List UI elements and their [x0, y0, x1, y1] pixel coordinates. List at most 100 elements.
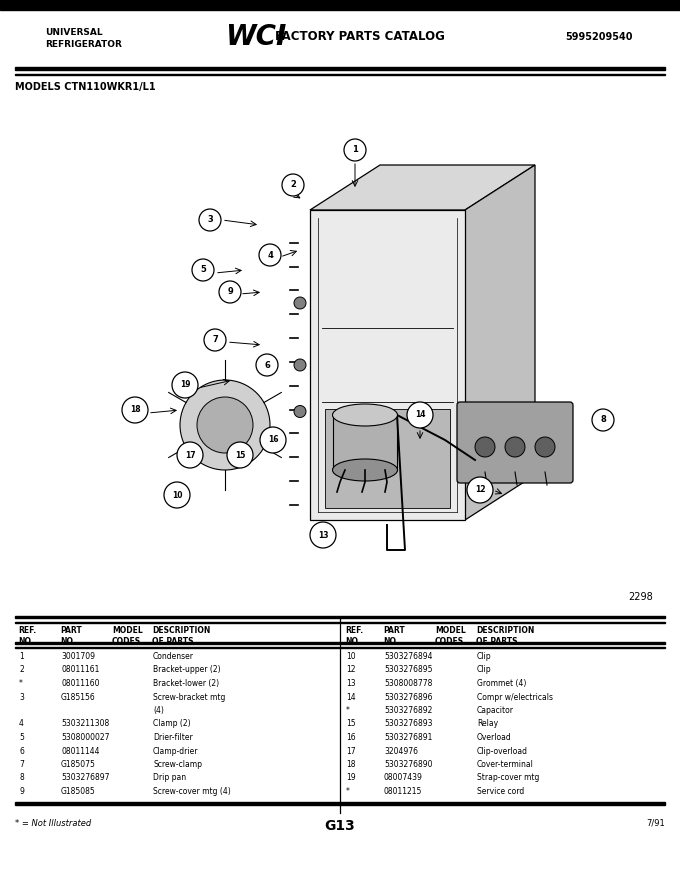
Text: 6: 6: [19, 746, 24, 756]
Bar: [15, 642, 665, 644]
Text: REFRIGERATOR: REFRIGERATOR: [45, 40, 122, 49]
Text: 18: 18: [130, 406, 140, 415]
Text: 7: 7: [19, 760, 24, 769]
Text: 5308000027: 5308000027: [61, 733, 109, 742]
Text: FACTORY PARTS CATALOG: FACTORY PARTS CATALOG: [275, 30, 445, 43]
Bar: [325, 408, 450, 508]
Text: 10: 10: [172, 490, 182, 499]
Text: Relay: Relay: [477, 720, 498, 729]
Text: 5: 5: [19, 733, 24, 742]
Circle shape: [505, 437, 525, 457]
Text: *: *: [346, 706, 350, 715]
Text: 08011161: 08011161: [61, 666, 99, 675]
Text: Screw-clamp: Screw-clamp: [153, 760, 202, 769]
Circle shape: [180, 380, 270, 470]
Text: 5308008778: 5308008778: [384, 679, 432, 688]
Text: Capacitor: Capacitor: [477, 706, 514, 715]
Text: 5303276892: 5303276892: [384, 706, 432, 715]
Text: DESCRIPTION
OF PARTS: DESCRIPTION OF PARTS: [152, 626, 210, 647]
Text: G185075: G185075: [61, 760, 96, 769]
Text: 5303276896: 5303276896: [384, 692, 432, 701]
Circle shape: [204, 329, 226, 351]
Circle shape: [294, 406, 306, 417]
Text: 08007439: 08007439: [384, 774, 423, 782]
Bar: [333, 415, 397, 470]
Text: 7/91: 7/91: [646, 818, 665, 827]
Text: 8: 8: [19, 774, 24, 782]
Text: 5303276895: 5303276895: [384, 666, 432, 675]
Text: Drier-filter: Drier-filter: [153, 733, 192, 742]
Circle shape: [310, 522, 336, 548]
Text: WCI: WCI: [225, 23, 286, 51]
Text: 13: 13: [346, 679, 356, 688]
Text: PART
NO.: PART NO.: [383, 626, 405, 647]
Text: 12: 12: [346, 666, 356, 675]
Text: 19: 19: [346, 774, 356, 782]
Text: 16: 16: [346, 733, 356, 742]
Text: REF.
NO.: REF. NO.: [18, 626, 36, 647]
Circle shape: [259, 244, 281, 266]
Text: Clamp (2): Clamp (2): [153, 720, 190, 729]
Text: Cover-terminal: Cover-terminal: [477, 760, 534, 769]
Polygon shape: [465, 165, 535, 520]
Text: Grommet (4): Grommet (4): [477, 679, 526, 688]
Text: Clip: Clip: [477, 666, 492, 675]
Circle shape: [407, 402, 433, 428]
Bar: [15, 802, 665, 804]
Text: 4: 4: [19, 720, 24, 729]
Text: 5303276893: 5303276893: [384, 720, 432, 729]
Text: 8: 8: [600, 415, 606, 424]
Circle shape: [172, 372, 198, 398]
Circle shape: [122, 397, 148, 423]
Text: G185085: G185085: [61, 787, 96, 796]
Text: 08011144: 08011144: [61, 746, 99, 756]
Text: 1: 1: [19, 652, 24, 661]
Text: Bracket-upper (2): Bracket-upper (2): [153, 666, 220, 675]
Text: * = Not Illustrated: * = Not Illustrated: [15, 818, 91, 827]
Text: 14: 14: [346, 692, 356, 701]
Text: 5303276897: 5303276897: [61, 774, 109, 782]
Text: 3: 3: [19, 692, 24, 701]
Text: 5303276890: 5303276890: [384, 760, 432, 769]
Text: 15: 15: [346, 720, 356, 729]
Text: *: *: [346, 787, 350, 796]
Circle shape: [344, 139, 366, 161]
Text: (4): (4): [153, 706, 164, 715]
Text: Screw-bracket mtg: Screw-bracket mtg: [153, 692, 225, 701]
Text: 5995209540: 5995209540: [565, 32, 632, 42]
Circle shape: [535, 437, 555, 457]
Text: 5: 5: [200, 265, 206, 274]
Text: 7: 7: [212, 335, 218, 345]
Bar: [15, 622, 665, 623]
Circle shape: [199, 209, 221, 231]
Bar: [0, 0, 680, 10]
Text: 4: 4: [267, 250, 273, 259]
Text: Overload: Overload: [477, 733, 512, 742]
Text: UNIVERSAL: UNIVERSAL: [45, 28, 103, 37]
Text: Condenser: Condenser: [153, 652, 194, 661]
Circle shape: [592, 409, 614, 431]
Text: 3: 3: [207, 215, 213, 225]
Circle shape: [197, 397, 253, 453]
Circle shape: [192, 259, 214, 281]
Text: 3204976: 3204976: [384, 746, 418, 756]
Text: 1: 1: [352, 146, 358, 154]
Text: Service cord: Service cord: [477, 787, 524, 796]
Circle shape: [467, 477, 493, 503]
Text: *: *: [19, 679, 23, 688]
Circle shape: [260, 427, 286, 453]
Text: 17: 17: [346, 746, 356, 756]
Circle shape: [282, 174, 304, 196]
Circle shape: [219, 281, 241, 303]
Circle shape: [294, 297, 306, 309]
Text: 15: 15: [235, 451, 245, 460]
Circle shape: [294, 359, 306, 371]
Text: 13: 13: [318, 530, 328, 540]
FancyBboxPatch shape: [457, 402, 573, 483]
Text: 6: 6: [264, 361, 270, 370]
Text: G13: G13: [324, 818, 356, 833]
Circle shape: [475, 437, 495, 457]
Text: 16: 16: [268, 436, 278, 445]
Text: Drip pan: Drip pan: [153, 774, 186, 782]
Text: G185156: G185156: [61, 692, 96, 701]
